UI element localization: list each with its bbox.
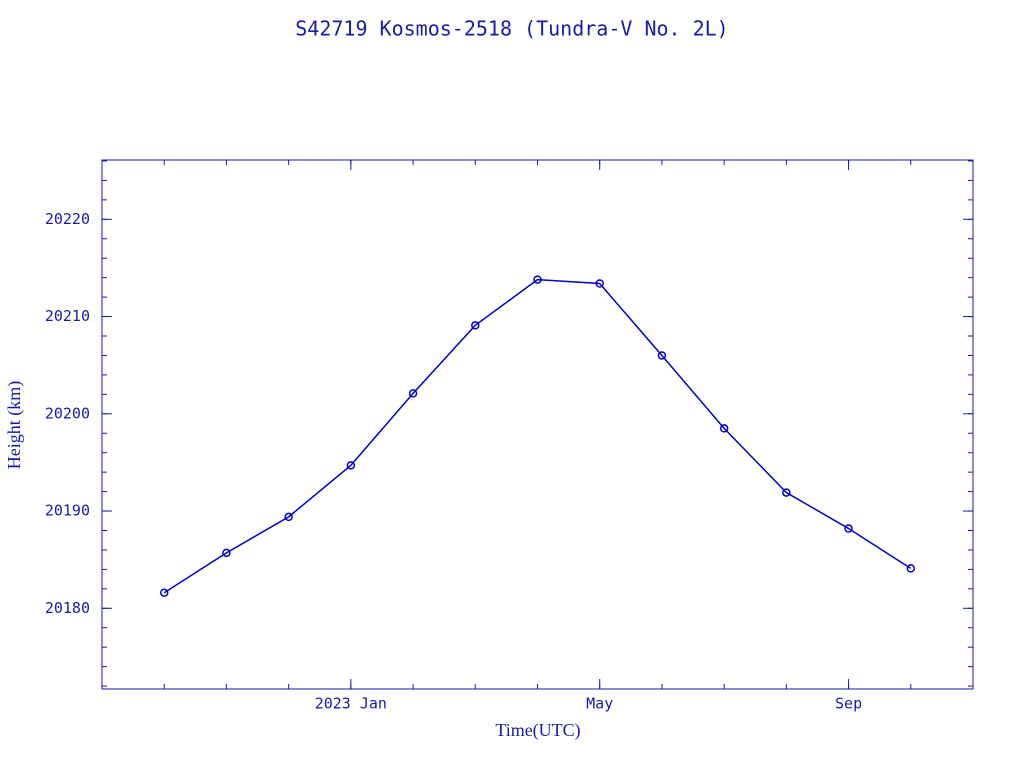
- x-tick-label: Sep: [835, 695, 862, 713]
- x-axis-label: Time(UTC): [495, 720, 580, 741]
- data-point: [222, 548, 231, 558]
- y-tick-label: 20220: [45, 210, 90, 228]
- x-tick-label: May: [586, 695, 613, 713]
- data-point: [346, 461, 356, 470]
- data-point: [906, 564, 916, 573]
- plot-frame: [101, 159, 974, 690]
- y-tick-label: 20180: [45, 599, 90, 617]
- data-point: [471, 321, 480, 330]
- data-point: [657, 351, 667, 360]
- chart-title: S42719 Kosmos-2518 (Tundra-V No. 2L): [295, 17, 728, 41]
- data-point: [533, 275, 542, 284]
- x-tick-label: 2023 Jan: [315, 695, 387, 713]
- data-line: [163, 278, 912, 594]
- data-point: [159, 588, 169, 597]
- y-tick-label: 20200: [45, 404, 90, 422]
- data-point: [284, 512, 293, 522]
- data-point: [782, 488, 791, 497]
- y-tick-label: 20210: [45, 307, 90, 325]
- data-point: [408, 389, 418, 398]
- y-axis-label: Height (km): [4, 381, 25, 469]
- data-point: [719, 424, 729, 433]
- y-tick-label: 20190: [45, 502, 90, 520]
- data-point: [844, 524, 853, 533]
- data-point: [595, 279, 604, 288]
